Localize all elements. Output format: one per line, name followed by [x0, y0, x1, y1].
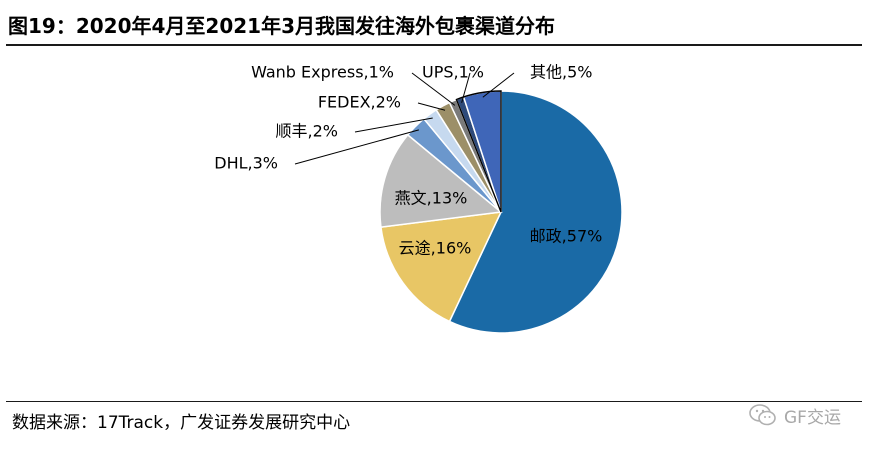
leader-line-顺丰: [354, 117, 433, 133]
chart-title: 图19：2020年4月至2021年3月我国发往海外包裹渠道分布: [8, 14, 555, 38]
source-divider: [6, 401, 862, 402]
leader-line-其他: [482, 72, 515, 98]
slice-label-邮政: 邮政,57%: [530, 227, 603, 246]
leader-line-ups: [461, 72, 471, 103]
pie-slices: [379, 90, 623, 334]
slice-outline-other: [455, 90, 502, 213]
slice-label-fedex: FEDEX,2%: [318, 93, 401, 112]
slice-label-云途: 云途,16%: [399, 239, 472, 258]
title-divider: [6, 44, 862, 46]
watermark: GF交运: [748, 398, 858, 432]
slice-label-dhl: DHL,3%: [214, 154, 278, 173]
pie-slice-燕文: [379, 133, 503, 229]
leader-line-dhl: [294, 129, 419, 165]
leader-line-wanb-express: [411, 72, 456, 106]
wechat-icon: [749, 404, 776, 426]
slice-label-顺丰: 顺丰,2%: [276, 122, 338, 141]
slice-label-ups: UPS,1%: [422, 63, 484, 82]
leader-line-fedex: [417, 102, 446, 111]
data-source: 数据来源：17Track，广发证券发展研究中心: [12, 413, 351, 433]
pie-slice-云途: [380, 211, 503, 323]
slice-labels: 邮政,57% 云途,16% 燕文,13% DHL,3% 顺丰,2% FEDEX,2% Wan…: [214, 63, 602, 258]
leader-lines: [294, 72, 515, 165]
slice-label-其他: 其他,5%: [530, 63, 592, 82]
slice-label-燕文: 燕文,13%: [395, 189, 468, 208]
pie-slice-邮政: [448, 90, 623, 334]
slice-label-wanb-express: Wanb Express,1%: [251, 63, 394, 82]
watermark-text: GF交运: [784, 407, 841, 428]
